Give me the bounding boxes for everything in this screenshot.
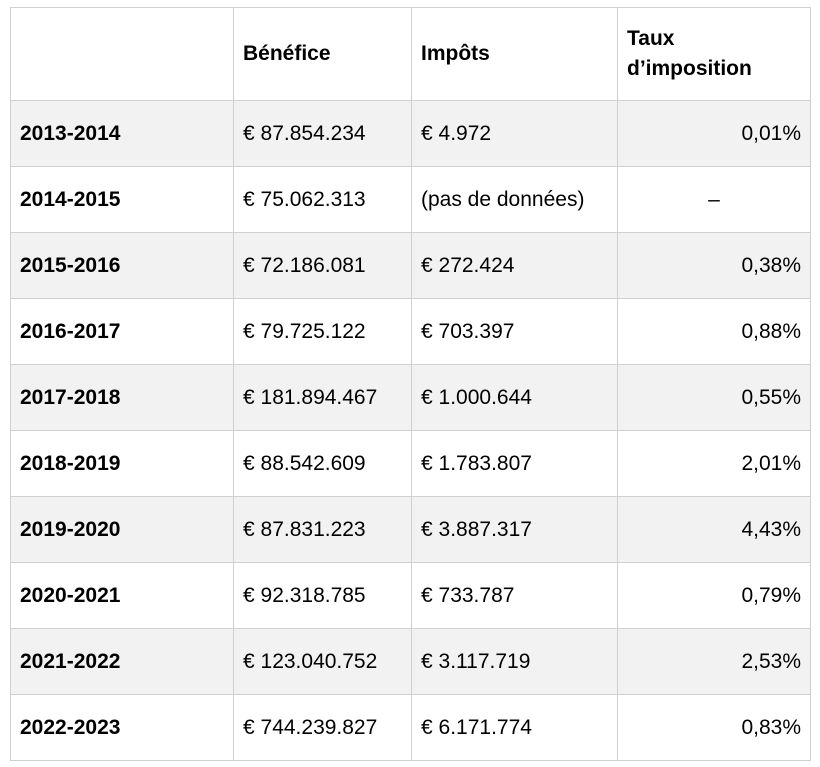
- taux-cell: 2,01%: [617, 430, 811, 497]
- impots-cell: € 4.972: [411, 100, 618, 167]
- year-cell: 2019-2020: [10, 496, 234, 563]
- table-row: 2017-2018 € 181.894.467 € 1.000.644 0,55…: [10, 364, 811, 431]
- taux-cell: 0,01%: [617, 100, 811, 167]
- benefice-cell: € 123.040.752: [233, 628, 412, 695]
- col-header-taux: Taux d’imposition: [617, 7, 811, 101]
- impots-cell: € 703.397: [411, 298, 618, 365]
- tax-table: Bénéfice Impôts Taux d’imposition 2013-2…: [10, 7, 811, 761]
- table-body: 2013-2014 € 87.854.234 € 4.972 0,01% 201…: [10, 100, 811, 761]
- table-row: 2022-2023 € 744.239.827 € 6.171.774 0,83…: [10, 694, 811, 761]
- impots-cell: € 1.783.807: [411, 430, 618, 497]
- taux-cell: 2,53%: [617, 628, 811, 695]
- year-cell: 2017-2018: [10, 364, 234, 431]
- year-cell: 2021-2022: [10, 628, 234, 695]
- benefice-cell: € 181.894.467: [233, 364, 412, 431]
- year-cell: 2022-2023: [10, 694, 234, 761]
- impots-cell: € 6.171.774: [411, 694, 618, 761]
- col-header-year: [10, 7, 234, 101]
- year-cell: 2020-2021: [10, 562, 234, 629]
- year-cell: 2015-2016: [10, 232, 234, 299]
- taux-cell: 0,88%: [617, 298, 811, 365]
- impots-cell: (pas de données): [411, 166, 618, 233]
- year-cell: 2016-2017: [10, 298, 234, 365]
- header-row: Bénéfice Impôts Taux d’imposition: [10, 7, 811, 101]
- benefice-cell: € 72.186.081: [233, 232, 412, 299]
- benefice-cell: € 88.542.609: [233, 430, 412, 497]
- year-cell: 2018-2019: [10, 430, 234, 497]
- taux-cell: 0,55%: [617, 364, 811, 431]
- impots-cell: € 3.887.317: [411, 496, 618, 563]
- impots-cell: € 272.424: [411, 232, 618, 299]
- taux-cell: 0,83%: [617, 694, 811, 761]
- col-header-impots: Impôts: [411, 7, 618, 101]
- year-cell: 2013-2014: [10, 100, 234, 167]
- year-cell: 2014-2015: [10, 166, 234, 233]
- benefice-cell: € 744.239.827: [233, 694, 412, 761]
- table-row: 2021-2022 € 123.040.752 € 3.117.719 2,53…: [10, 628, 811, 695]
- benefice-cell: € 92.318.785: [233, 562, 412, 629]
- table-row: 2019-2020 € 87.831.223 € 3.887.317 4,43%: [10, 496, 811, 563]
- impots-cell: € 3.117.719: [411, 628, 618, 695]
- impots-cell: € 1.000.644: [411, 364, 618, 431]
- table-row: 2015-2016 € 72.186.081 € 272.424 0,38%: [10, 232, 811, 299]
- table-row: 2020-2021 € 92.318.785 € 733.787 0,79%: [10, 562, 811, 629]
- taux-cell: 0,79%: [617, 562, 811, 629]
- table-row: 2018-2019 € 88.542.609 € 1.783.807 2,01%: [10, 430, 811, 497]
- table-row: 2014-2015 € 75.062.313 (pas de données) …: [10, 166, 811, 233]
- benefice-cell: € 79.725.122: [233, 298, 412, 365]
- table-row: 2016-2017 € 79.725.122 € 703.397 0,88%: [10, 298, 811, 365]
- impots-cell: € 733.787: [411, 562, 618, 629]
- benefice-cell: € 87.854.234: [233, 100, 412, 167]
- col-header-benefice: Bénéfice: [233, 7, 412, 101]
- benefice-cell: € 75.062.313: [233, 166, 412, 233]
- table-row: 2013-2014 € 87.854.234 € 4.972 0,01%: [10, 100, 811, 167]
- taux-cell: –: [617, 166, 811, 233]
- benefice-cell: € 87.831.223: [233, 496, 412, 563]
- taux-cell: 4,43%: [617, 496, 811, 563]
- taux-cell: 0,38%: [617, 232, 811, 299]
